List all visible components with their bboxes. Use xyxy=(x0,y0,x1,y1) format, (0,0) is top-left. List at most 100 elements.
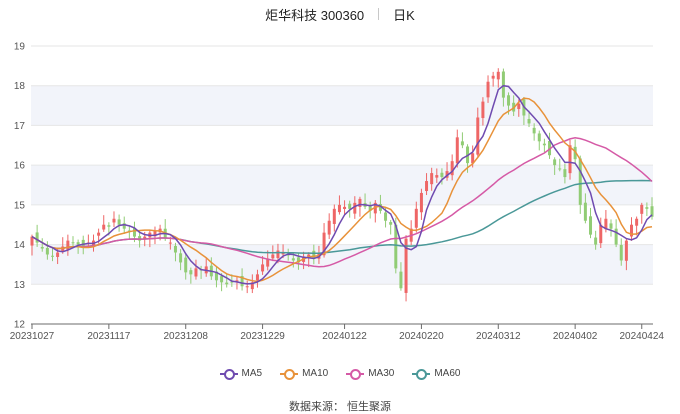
ma10-line xyxy=(31,97,653,283)
legend-label-ma30: MA30 xyxy=(368,368,395,379)
candle-body xyxy=(281,252,285,255)
candle-body xyxy=(343,206,347,210)
data-source: 数据来源： 恒生聚源 xyxy=(288,401,392,413)
candle-body xyxy=(445,171,449,178)
candle-body xyxy=(322,232,326,256)
period-label: 日K xyxy=(393,7,415,23)
legend-item-ma30[interactable]: MA30 xyxy=(346,368,395,380)
stock-title: 炬华科技 300360 xyxy=(265,7,365,23)
candle-body xyxy=(235,280,239,282)
candle-body xyxy=(578,158,582,205)
candle-body xyxy=(266,258,270,267)
candle-body xyxy=(117,219,121,225)
candle-body xyxy=(471,153,475,164)
candle-body xyxy=(45,247,49,255)
ma30-swatch xyxy=(346,368,365,380)
candle-body xyxy=(122,223,126,229)
candle-body xyxy=(97,232,101,236)
candle-body xyxy=(35,232,39,243)
candle-body xyxy=(435,175,439,178)
candle-body xyxy=(71,242,75,244)
candle-body xyxy=(630,224,634,237)
candle-body xyxy=(476,117,480,155)
x-axis: 20231027 20231117 20231208 20231229 20240122… xyxy=(10,323,665,342)
candle-body xyxy=(307,254,311,258)
candle-body xyxy=(394,224,398,269)
candle-body xyxy=(81,239,85,247)
candle-body xyxy=(327,220,331,235)
legend-label-ma60: MA60 xyxy=(434,368,461,379)
legend-item-ma60[interactable]: MA60 xyxy=(412,368,461,380)
candle-body xyxy=(250,282,254,290)
candle-body xyxy=(312,250,316,259)
candle-body xyxy=(481,101,485,119)
ma60-swatch xyxy=(412,368,431,380)
candle-body xyxy=(173,245,177,253)
candle-body xyxy=(542,143,546,146)
candle-body xyxy=(286,254,290,256)
candle-body xyxy=(501,71,505,98)
candle-body xyxy=(507,95,511,106)
y-axis: 12 13 14 15 16 17 18 19 xyxy=(14,42,26,331)
candle-body xyxy=(425,181,429,192)
y-tick-label: 16 xyxy=(14,161,26,172)
y-tick-label: 17 xyxy=(14,121,26,132)
candle-body xyxy=(261,264,265,272)
ma10-swatch xyxy=(280,368,299,380)
candle-body xyxy=(609,223,613,229)
x-tick-label: 20240424 xyxy=(620,331,665,342)
x-tick-label: 20240220 xyxy=(399,331,444,342)
candle-body xyxy=(132,228,136,237)
candle-body xyxy=(220,276,224,283)
background-bands xyxy=(31,85,653,285)
candle-body xyxy=(348,203,352,209)
candle-body xyxy=(440,172,444,178)
candle-body xyxy=(40,246,44,249)
legend: MA5 MA10 MA30 MA60 xyxy=(0,368,680,380)
y-tick-label: 18 xyxy=(14,81,26,92)
candle-body xyxy=(271,254,275,259)
candle-body xyxy=(614,228,618,245)
candle-body xyxy=(138,236,142,241)
candle-body xyxy=(384,212,388,221)
candle-body xyxy=(450,161,454,176)
title-separator xyxy=(378,8,380,20)
candle-body xyxy=(455,137,459,164)
candle-body xyxy=(107,225,111,227)
candle-body xyxy=(527,119,531,124)
candle-body xyxy=(368,205,372,211)
candle-body xyxy=(645,207,649,209)
candle-body xyxy=(496,71,500,80)
candle-body xyxy=(225,282,229,285)
legend-item-ma5[interactable]: MA5 xyxy=(219,368,262,380)
candle-body xyxy=(548,140,552,156)
candle-body xyxy=(373,202,377,214)
candle-body xyxy=(76,242,80,245)
candle-body xyxy=(414,208,418,228)
candle-body xyxy=(245,286,249,288)
candle-body xyxy=(399,271,403,289)
candle-body xyxy=(389,222,393,225)
x-tick-label: 20231229 xyxy=(240,331,285,342)
chart-title: 炬华科技 300360 日K xyxy=(0,4,680,24)
band-15 xyxy=(31,165,653,205)
candle-body xyxy=(589,216,593,235)
candle-body xyxy=(255,274,259,281)
candle-body xyxy=(337,204,341,213)
y-tick-label: 13 xyxy=(14,280,26,291)
candle-body xyxy=(460,141,464,146)
candle-body xyxy=(537,133,541,142)
candle-body xyxy=(143,236,147,240)
candle-body xyxy=(650,206,654,217)
ma5-line xyxy=(31,84,653,285)
legend-item-ma10[interactable]: MA10 xyxy=(280,368,328,380)
candle-body xyxy=(624,240,628,261)
candle-body xyxy=(194,268,198,277)
candle-body xyxy=(153,230,157,237)
x-tick-label: 20231027 xyxy=(10,331,55,342)
candle-body xyxy=(240,276,244,287)
candle-body xyxy=(573,146,577,160)
candle-body xyxy=(332,208,336,224)
candle-body xyxy=(189,270,193,275)
